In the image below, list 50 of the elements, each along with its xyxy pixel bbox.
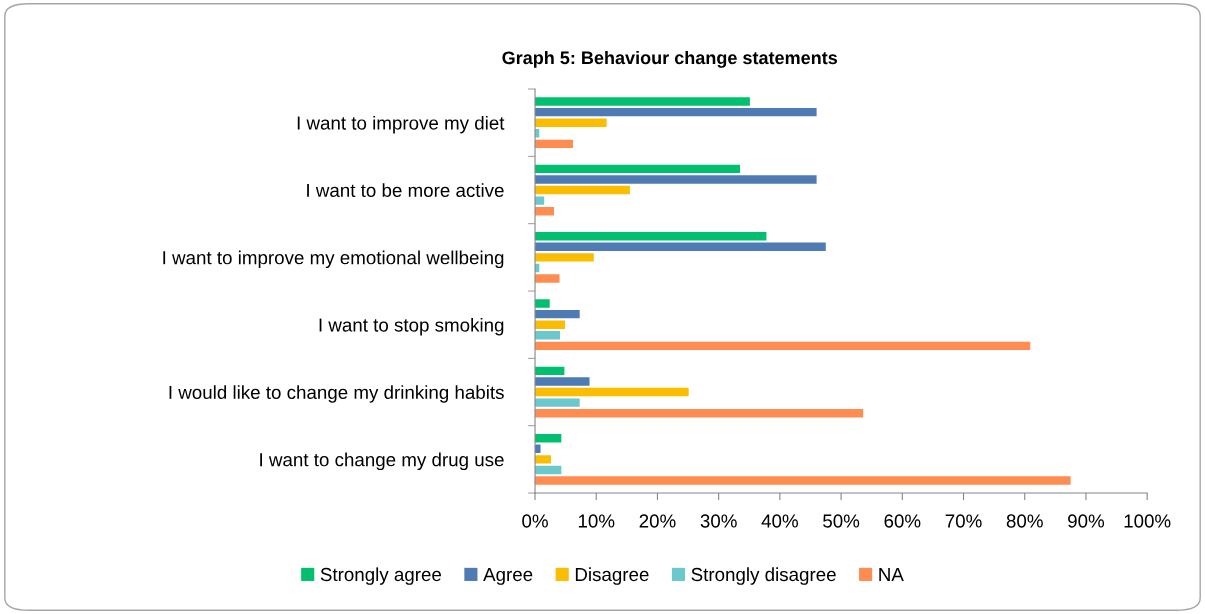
bar <box>535 320 566 329</box>
bar <box>535 309 580 319</box>
bar <box>535 398 580 407</box>
bar <box>535 175 817 184</box>
bar <box>535 107 817 117</box>
y-tick-label: I want to stop smoking <box>319 317 504 336</box>
chart-title: Graph 5: Behaviour change statements <box>502 50 838 68</box>
bar <box>535 253 594 262</box>
bar <box>535 185 630 195</box>
bar <box>535 164 741 174</box>
y-tick-label: I want to be more active <box>307 183 504 198</box>
x-tick-label: 100% <box>1124 514 1171 528</box>
bar <box>535 341 1031 351</box>
x-tick-label: 40% <box>761 514 798 528</box>
bar <box>535 366 565 376</box>
x-tick-label: 70% <box>945 514 982 528</box>
bar <box>535 118 607 127</box>
bar <box>535 387 689 397</box>
bar <box>535 455 551 464</box>
x-tick-label: 90% <box>1068 514 1105 528</box>
bar <box>535 476 1071 485</box>
x-tick-label: 60% <box>884 514 921 528</box>
bar <box>535 232 767 241</box>
bar <box>535 299 550 308</box>
bar <box>535 139 573 149</box>
y-tick-label: I want to improve my diet <box>297 115 505 134</box>
x-tick-label: 80% <box>1006 514 1043 528</box>
bar <box>535 408 864 418</box>
y-tick-label: I would like to change my drinking habits <box>169 385 504 403</box>
x-tick-label: 20% <box>639 514 676 528</box>
bar <box>535 274 560 283</box>
x-tick-label: 0% <box>522 514 548 528</box>
bar <box>535 206 554 216</box>
legend-label: Disagree <box>575 567 649 585</box>
bar <box>535 331 561 340</box>
y-tick-label: I want to improve my emotional wellbeing <box>163 250 504 269</box>
x-tick-label: 30% <box>700 514 737 528</box>
bar <box>535 377 590 386</box>
legend-label: NA <box>879 568 904 581</box>
legend-label: Agree <box>483 568 533 585</box>
legend-label: Strongly disagree <box>691 567 836 585</box>
bar <box>535 465 562 475</box>
y-tick-label: I want to change my drug use <box>260 452 504 471</box>
x-tick-label: 10% <box>578 514 615 528</box>
bar <box>535 196 545 205</box>
x-tick-label: 50% <box>823 514 860 528</box>
legend-label: Strongly agree <box>320 567 442 585</box>
bar <box>535 242 826 252</box>
bar <box>535 434 562 443</box>
bar <box>535 97 750 106</box>
